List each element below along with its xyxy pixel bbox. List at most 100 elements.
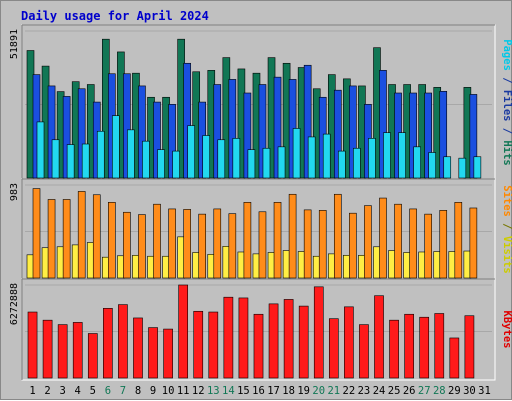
bar-sites-day-18 — [288, 193, 297, 279]
bar-files-day-11 — [183, 62, 191, 179]
series-side-label-part: Hits — [501, 140, 512, 165]
bar-sites-day-2 — [47, 199, 56, 279]
x-tick-label-16: 16 — [252, 385, 265, 397]
bar-kbytes-day-9 — [148, 327, 158, 379]
bar-kbytes-day-4 — [72, 322, 83, 379]
bar-pages-day-21 — [337, 150, 346, 179]
bar-pages-day-9 — [157, 149, 165, 179]
x-tick-label-21: 21 — [327, 385, 340, 397]
bar-sites-day-29 — [454, 202, 463, 279]
bar-kbytes-day-5 — [87, 333, 98, 379]
series-side-label: Pages / Files / Hits — [501, 39, 512, 165]
bar-kbytes-day-19 — [298, 305, 309, 379]
bar-pages-day-25 — [398, 132, 406, 179]
bar-pages-day-24 — [383, 132, 391, 179]
bar-pages-day-6 — [112, 115, 120, 179]
bar-sites-day-8 — [138, 214, 146, 279]
bar-sites-day-23 — [364, 205, 372, 279]
x-tick-label-25: 25 — [388, 385, 401, 397]
bar-pages-day-12 — [202, 135, 211, 179]
bar-kbytes-day-3 — [57, 324, 68, 379]
bar-pages-day-16 — [262, 147, 271, 179]
bar-files-day-15 — [243, 92, 252, 179]
bar-kbytes-day-10 — [163, 328, 173, 379]
x-tick-label-22: 22 — [343, 385, 356, 397]
bar-pages-day-13 — [217, 139, 226, 179]
bar-kbytes-day-25 — [389, 319, 399, 379]
bar-sites-day-3 — [62, 199, 71, 279]
bar-files-day-30 — [469, 94, 478, 179]
bar-kbytes-day-27 — [419, 316, 430, 379]
bar-files-day-21 — [333, 89, 342, 179]
bar-files-day-24 — [379, 70, 387, 179]
bar-sites-day-13 — [213, 208, 222, 279]
bar-sites-day-4 — [77, 191, 86, 279]
bar-pages-day-10 — [172, 150, 180, 179]
bar-kbytes-day-2 — [42, 319, 53, 379]
x-tick-label-11: 11 — [177, 385, 190, 397]
bar-kbytes-day-26 — [404, 313, 414, 379]
x-tick-label-28: 28 — [433, 385, 446, 397]
bar-kbytes-day-21 — [328, 318, 339, 379]
bar-sites-day-1 — [32, 188, 41, 279]
bar-sites-day-9 — [153, 203, 161, 279]
bar-kbytes-day-6 — [103, 308, 113, 379]
bar-sites-day-12 — [198, 213, 207, 279]
x-tick-label-12: 12 — [192, 385, 205, 397]
bar-pages-day-8 — [142, 140, 150, 179]
bar-sites-day-5 — [92, 194, 101, 279]
bar-files-day-8 — [138, 85, 146, 179]
bar-files-day-4 — [77, 88, 86, 179]
x-tick-label-23: 23 — [358, 385, 371, 397]
x-tick-label-2: 2 — [44, 385, 50, 397]
x-tick-label-7: 7 — [120, 385, 126, 397]
bar-pages-day-5 — [96, 130, 105, 179]
x-tick-label-14: 14 — [222, 385, 235, 397]
bar-files-day-2 — [47, 85, 56, 179]
bar-kbytes-day-13 — [208, 311, 219, 379]
bar-sites-day-20 — [318, 210, 327, 279]
x-tick-label-4: 4 — [75, 385, 81, 397]
series-side-label-part: Visits — [501, 236, 512, 274]
bar-kbytes-day-24 — [374, 295, 384, 379]
bar-sites-day-28 — [439, 210, 448, 279]
bar-sites-day-22 — [349, 212, 357, 279]
bar-files-day-7 — [123, 73, 131, 179]
bar-pages-day-27 — [428, 152, 436, 179]
bar-pages-day-2 — [51, 139, 60, 179]
x-tick-label-26: 26 — [403, 385, 416, 397]
bar-pages-day-7 — [127, 129, 135, 179]
bar-files-day-14 — [228, 79, 237, 179]
bar-sites-day-26 — [409, 208, 417, 279]
bar-kbytes-day-15 — [238, 297, 249, 379]
bar-kbytes-day-1 — [27, 311, 38, 379]
series-side-label-part: Files — [501, 90, 512, 122]
x-tick-label-1: 1 — [29, 385, 35, 397]
bar-pages-day-26 — [413, 146, 421, 179]
x-tick-label-9: 9 — [150, 385, 156, 397]
x-tick-label-17: 17 — [267, 385, 280, 397]
bar-kbytes-day-23 — [359, 324, 369, 379]
bar-pages-day-29 — [458, 157, 467, 179]
bar-sites-day-11 — [183, 209, 191, 279]
bar-kbytes-day-17 — [268, 303, 279, 379]
series-side-label-part: / — [501, 121, 512, 140]
x-tick-label-3: 3 — [59, 385, 65, 397]
x-tick-label-20: 20 — [312, 385, 325, 397]
bar-kbytes-day-20 — [313, 286, 324, 379]
series-side-label-part: Pages — [501, 39, 512, 71]
bar-pages-day-11 — [187, 125, 195, 179]
bar-files-day-28 — [439, 91, 448, 179]
bar-sites-day-16 — [258, 211, 267, 279]
x-tick-label-30: 30 — [463, 385, 476, 397]
bar-sites-day-6 — [108, 202, 116, 279]
bar-files-day-19 — [303, 64, 312, 179]
x-tick-label-5: 5 — [90, 385, 96, 397]
bar-files-day-3 — [62, 96, 71, 179]
bar-kbytes-day-7 — [118, 304, 128, 379]
bar-sites-day-17 — [273, 202, 282, 279]
bar-kbytes-day-16 — [253, 313, 264, 379]
bar-kbytes-day-8 — [133, 317, 143, 379]
